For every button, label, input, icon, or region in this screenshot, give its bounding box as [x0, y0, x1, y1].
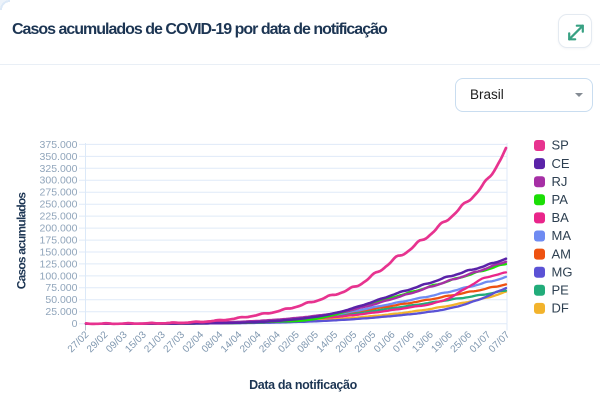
svg-text:PE: PE [552, 283, 570, 298]
svg-text:CE: CE [552, 156, 570, 171]
svg-text:275.000: 275.000 [40, 187, 78, 199]
svg-text:225.000: 225.000 [40, 211, 78, 223]
svg-text:BA: BA [552, 210, 570, 225]
svg-text:300.000: 300.000 [40, 175, 78, 187]
svg-text:DF: DF [552, 301, 569, 316]
svg-text:50.000: 50.000 [45, 294, 77, 306]
svg-text:MG: MG [552, 264, 573, 279]
svg-text:75.000: 75.000 [45, 282, 77, 294]
svg-text:150.000: 150.000 [40, 246, 78, 258]
svg-text:350.000: 350.000 [40, 151, 78, 163]
svg-text:Casos acumulados: Casos acumulados [15, 192, 29, 290]
svg-text:AM: AM [552, 246, 572, 261]
svg-text:175.000: 175.000 [40, 235, 78, 247]
svg-text:RJ: RJ [552, 174, 568, 189]
svg-text:SP: SP [552, 138, 569, 153]
svg-text:0: 0 [72, 318, 78, 330]
svg-text:PA: PA [552, 192, 569, 207]
svg-text:100.000: 100.000 [40, 270, 78, 282]
svg-text:25.000: 25.000 [45, 306, 77, 318]
svg-text:325.000: 325.000 [40, 163, 78, 175]
svg-text:Data da notificação: Data da notificação [249, 378, 357, 392]
svg-text:250.000: 250.000 [40, 199, 78, 211]
svg-text:MA: MA [552, 228, 572, 243]
svg-text:125.000: 125.000 [40, 258, 78, 270]
svg-text:375.000: 375.000 [40, 139, 78, 151]
svg-text:07/07: 07/07 [487, 329, 513, 355]
svg-text:200.000: 200.000 [40, 223, 78, 235]
